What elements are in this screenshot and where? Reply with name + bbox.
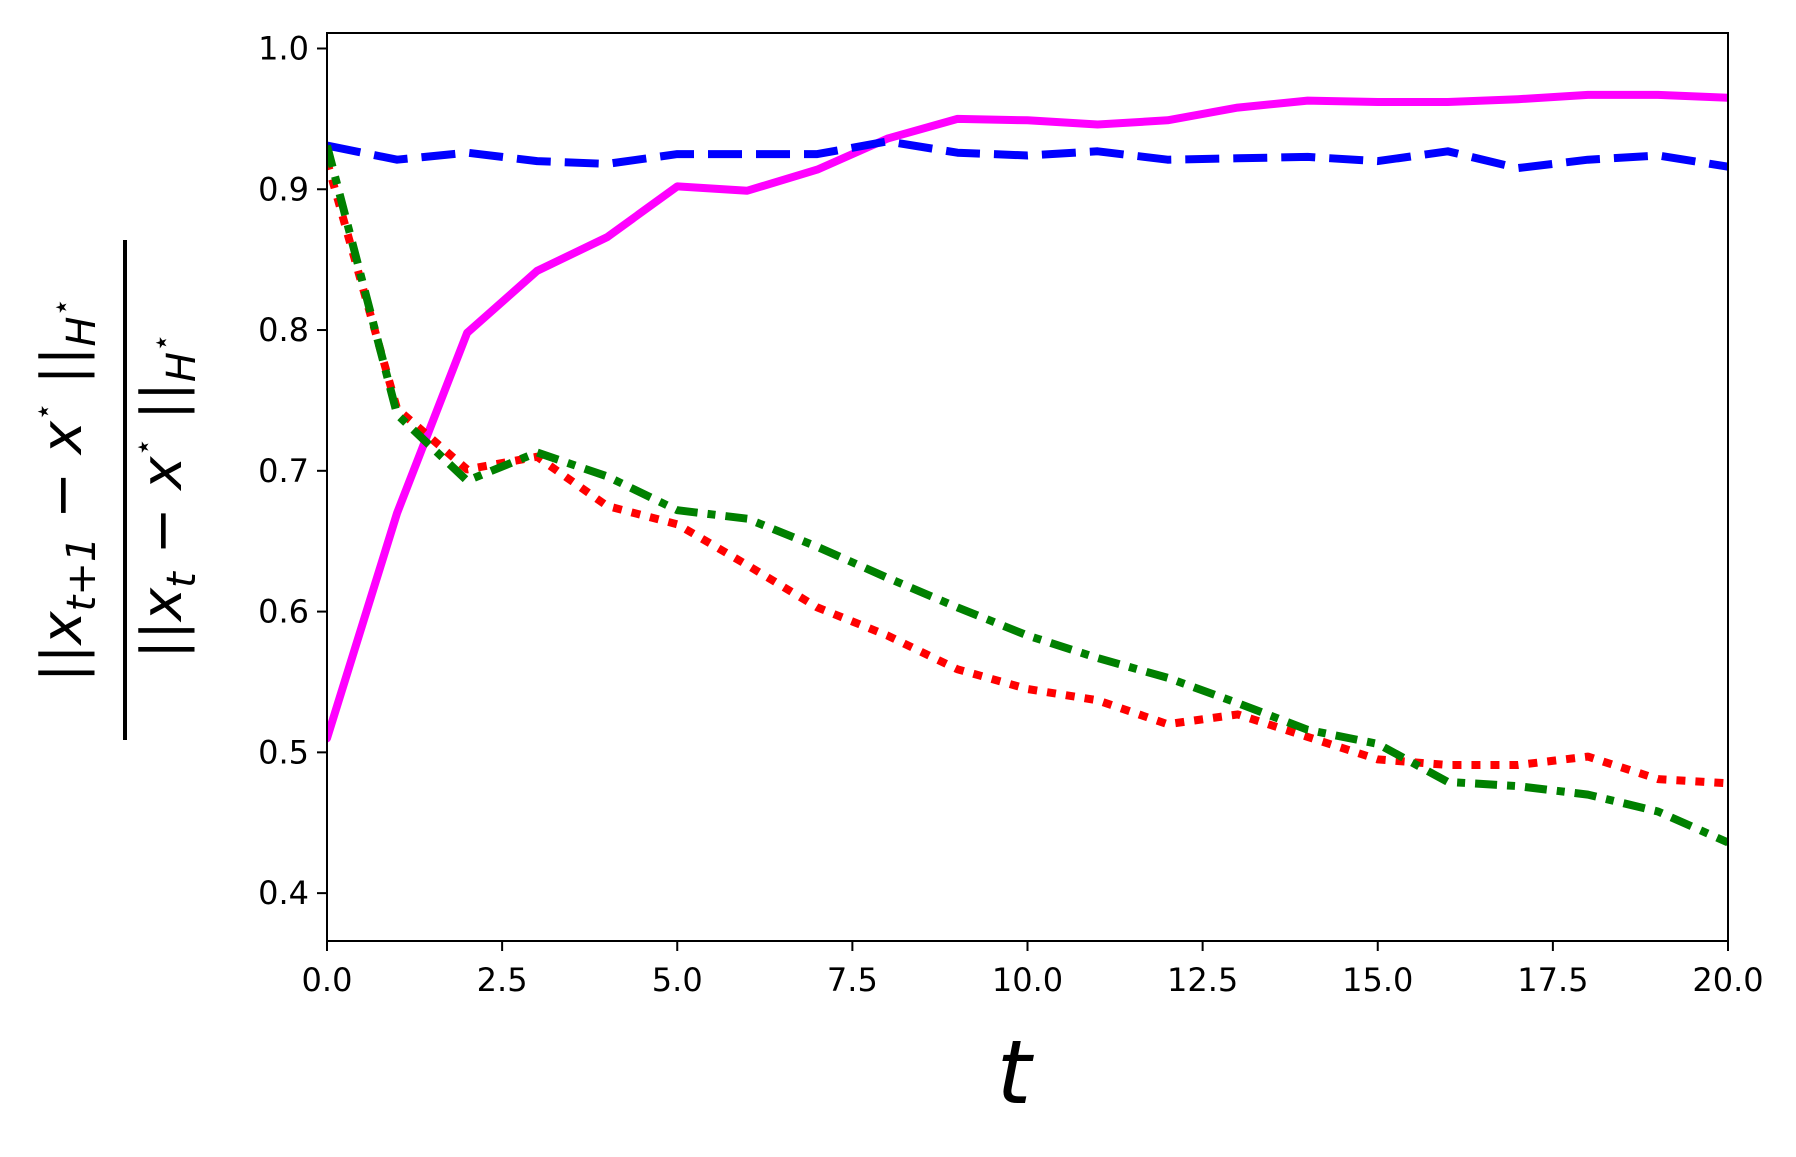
y-axis-label-denominator: ||xt − x⋆ ||H⋆ [126, 333, 205, 658]
series-line-1 [327, 137, 1728, 173]
y-axis-label-numerator: ||xt+1 − x⋆ ||H⋆ [26, 298, 105, 682]
series-line-2 [327, 160, 1728, 788]
x-axis-label: t [997, 1021, 1035, 1124]
x-tick-label: 10.0 [992, 961, 1063, 999]
series-layer [327, 90, 1728, 847]
y-axis-label: ||xt+1 − x⋆ ||H⋆ ||xt − x⋆ ||H⋆ [26, 240, 205, 740]
x-tick-label: 20.0 [1692, 961, 1763, 999]
y-tick-label: 0.4 [258, 874, 309, 912]
x-axis-ticks: 0.0 2.5 5.0 7.5 10.0 12.5 15.0 17.5 20.0 [302, 941, 1764, 999]
x-tick-label: 7.5 [827, 961, 878, 999]
x-tick-label: 17.5 [1517, 961, 1588, 999]
y-tick-label: 1.0 [258, 29, 309, 67]
y-tick-label: 0.9 [258, 170, 309, 208]
x-tick-label: 15.0 [1342, 961, 1413, 999]
y-tick-label: 0.6 [258, 593, 309, 631]
x-tick-label: 5.0 [652, 961, 703, 999]
y-tick-label: 0.7 [258, 452, 309, 490]
x-tick-label: 0.0 [302, 961, 353, 999]
svg-text:||xt+1 − x⋆ ||H⋆: ||xt+1 − x⋆ ||H⋆ [26, 298, 105, 682]
svg-text:||xt − x⋆ ||H⋆: ||xt − x⋆ ||H⋆ [126, 333, 205, 658]
y-tick-label: 0.8 [258, 311, 309, 349]
y-tick-label: 0.5 [258, 733, 309, 771]
y-axis-ticks: 0.4 0.5 0.6 0.7 0.8 0.9 1.0 [258, 29, 327, 912]
x-tick-label: 12.5 [1167, 961, 1238, 999]
series-line-3 [327, 144, 1728, 847]
x-tick-label: 2.5 [477, 961, 528, 999]
series-line-0 [327, 90, 1728, 743]
